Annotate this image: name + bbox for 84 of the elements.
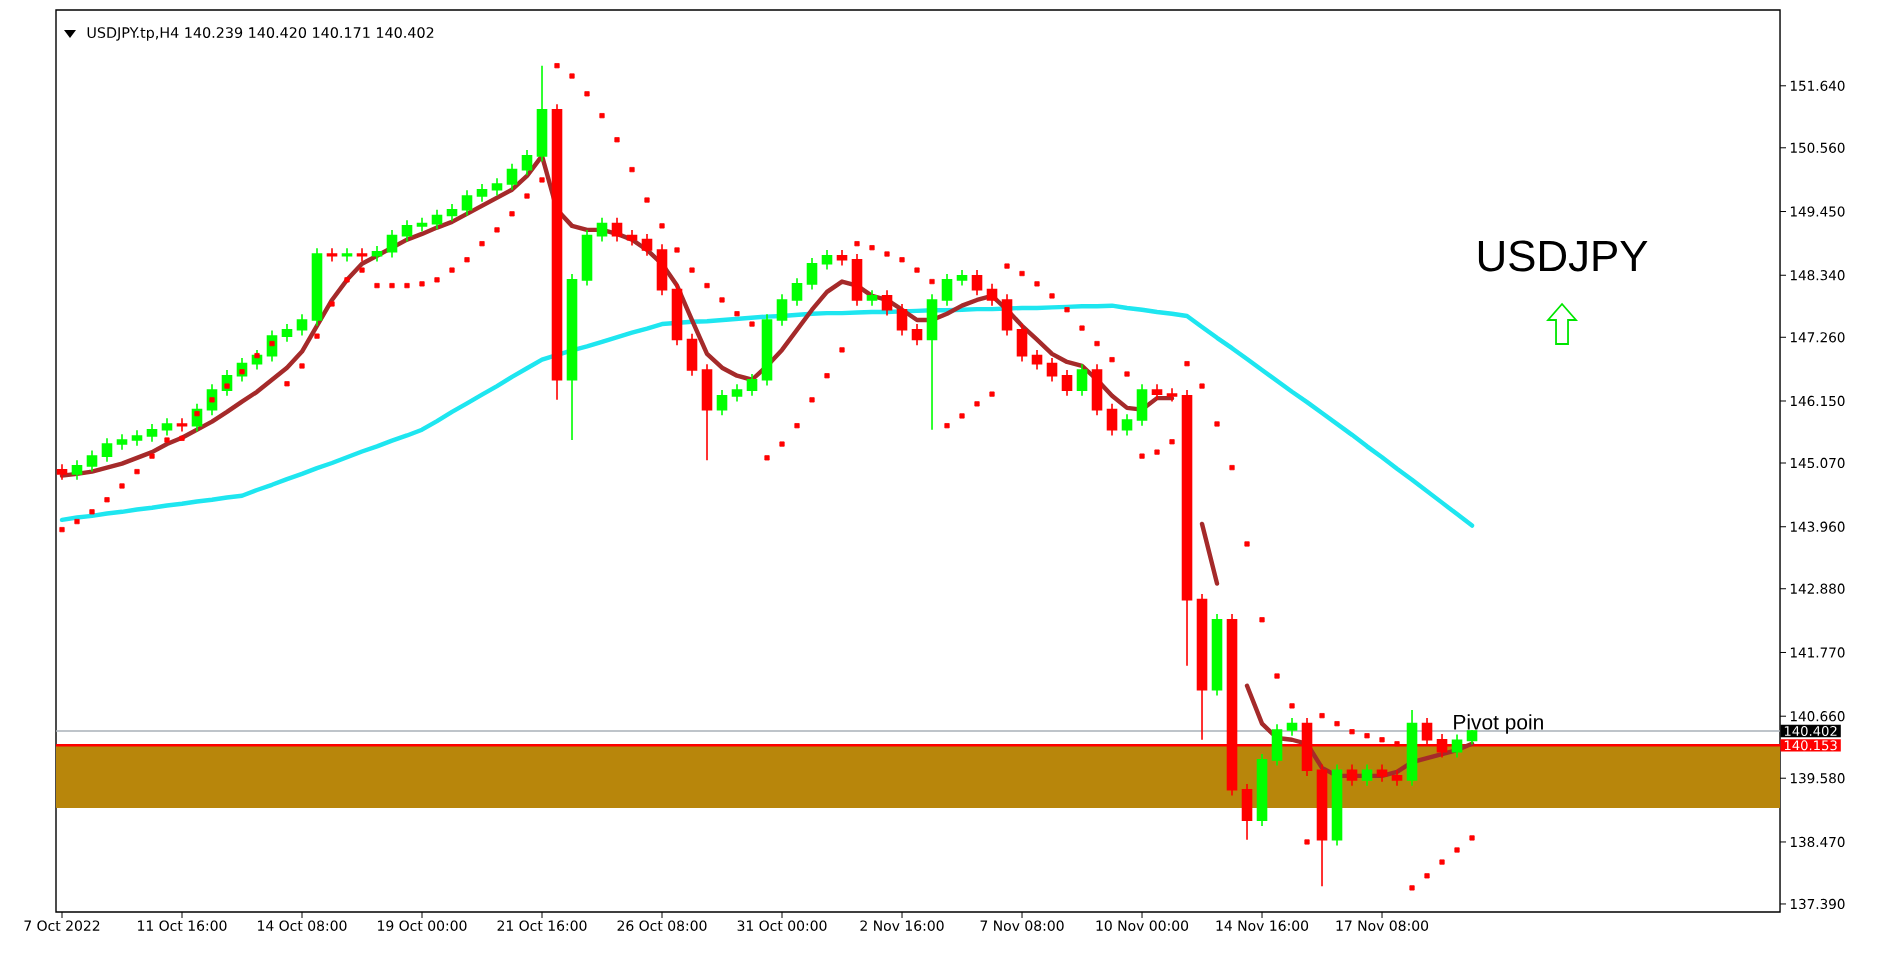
candlestick xyxy=(1376,763,1388,783)
candlestick xyxy=(1181,389,1193,667)
candlestick xyxy=(116,433,128,451)
candlestick xyxy=(1016,323,1028,363)
candlestick xyxy=(581,229,593,287)
candlestick xyxy=(101,437,113,463)
candlestick xyxy=(1271,723,1283,767)
candlestick xyxy=(626,229,638,247)
candlestick xyxy=(911,323,923,347)
candlestick xyxy=(1136,383,1148,427)
candlestick xyxy=(1256,753,1268,827)
candlestick xyxy=(701,363,713,461)
candlestick xyxy=(506,163,518,191)
candlestick xyxy=(386,229,398,259)
candlestick xyxy=(311,247,323,327)
candlestick xyxy=(296,313,308,337)
candlestick xyxy=(161,417,173,437)
candlestick xyxy=(491,177,503,197)
candlestick xyxy=(1091,363,1103,417)
candlestick xyxy=(716,389,728,417)
candlestick xyxy=(806,257,818,291)
candlestick xyxy=(1046,357,1058,383)
candlestick xyxy=(1196,593,1208,741)
candlestick xyxy=(821,249,833,271)
candlestick xyxy=(281,323,293,343)
candlestick xyxy=(881,289,893,317)
candlestick xyxy=(401,219,413,243)
candlestick xyxy=(791,277,803,307)
candlestick xyxy=(641,233,653,257)
candlestick xyxy=(686,333,698,377)
candlestick xyxy=(656,243,668,297)
candlestick xyxy=(1031,349,1043,371)
candlestick xyxy=(131,429,143,447)
candlestick xyxy=(1211,613,1223,697)
candlestick xyxy=(1406,709,1418,787)
candlestick xyxy=(341,247,353,263)
candlestick xyxy=(416,217,428,233)
candlestick xyxy=(566,273,578,441)
candlestick xyxy=(1346,763,1358,787)
candlestick xyxy=(86,449,98,473)
candlestick xyxy=(956,269,968,287)
candlestick xyxy=(176,417,188,433)
candlestick xyxy=(1316,763,1328,887)
candlestick xyxy=(1076,363,1088,397)
candlestick xyxy=(836,249,848,267)
candlestick xyxy=(1151,383,1163,401)
candlestick xyxy=(611,217,623,243)
candlestick xyxy=(446,203,458,223)
candlestick xyxy=(746,373,758,397)
candlestick xyxy=(356,247,368,263)
candlestick xyxy=(851,253,863,307)
candlestick xyxy=(731,383,743,403)
candlestick xyxy=(461,189,473,217)
candlestick xyxy=(71,459,83,481)
candlestick xyxy=(1241,783,1253,841)
candlestick xyxy=(971,269,983,297)
candlestick xyxy=(431,209,443,231)
candlestick xyxy=(1286,717,1298,737)
candlestick xyxy=(521,149,533,177)
candlestick xyxy=(1121,413,1133,437)
candlestick xyxy=(476,183,488,203)
candlestick xyxy=(146,423,158,443)
candlestick xyxy=(371,245,383,263)
candlestick xyxy=(776,293,788,327)
candlestick xyxy=(56,463,68,481)
candlestick xyxy=(926,293,938,431)
candlestick xyxy=(1106,403,1118,437)
candlestick xyxy=(896,303,908,337)
candlestick xyxy=(1466,729,1478,746)
candlestick xyxy=(1451,733,1463,759)
annotation: USDJPY xyxy=(1478,240,1648,272)
candlestick xyxy=(536,64,548,163)
candlestick xyxy=(986,283,998,307)
candlestick xyxy=(1166,387,1178,403)
candlestick xyxy=(1391,769,1403,787)
candlestick xyxy=(761,313,773,387)
candlestick xyxy=(1001,293,1013,337)
annotation: Pivot poin xyxy=(1454,714,1543,734)
candlestick xyxy=(1361,763,1373,787)
candlestick xyxy=(326,247,338,263)
candlestick xyxy=(596,217,608,243)
candlestick xyxy=(866,289,878,307)
candlestick xyxy=(1061,369,1073,397)
candlestick xyxy=(941,273,953,307)
